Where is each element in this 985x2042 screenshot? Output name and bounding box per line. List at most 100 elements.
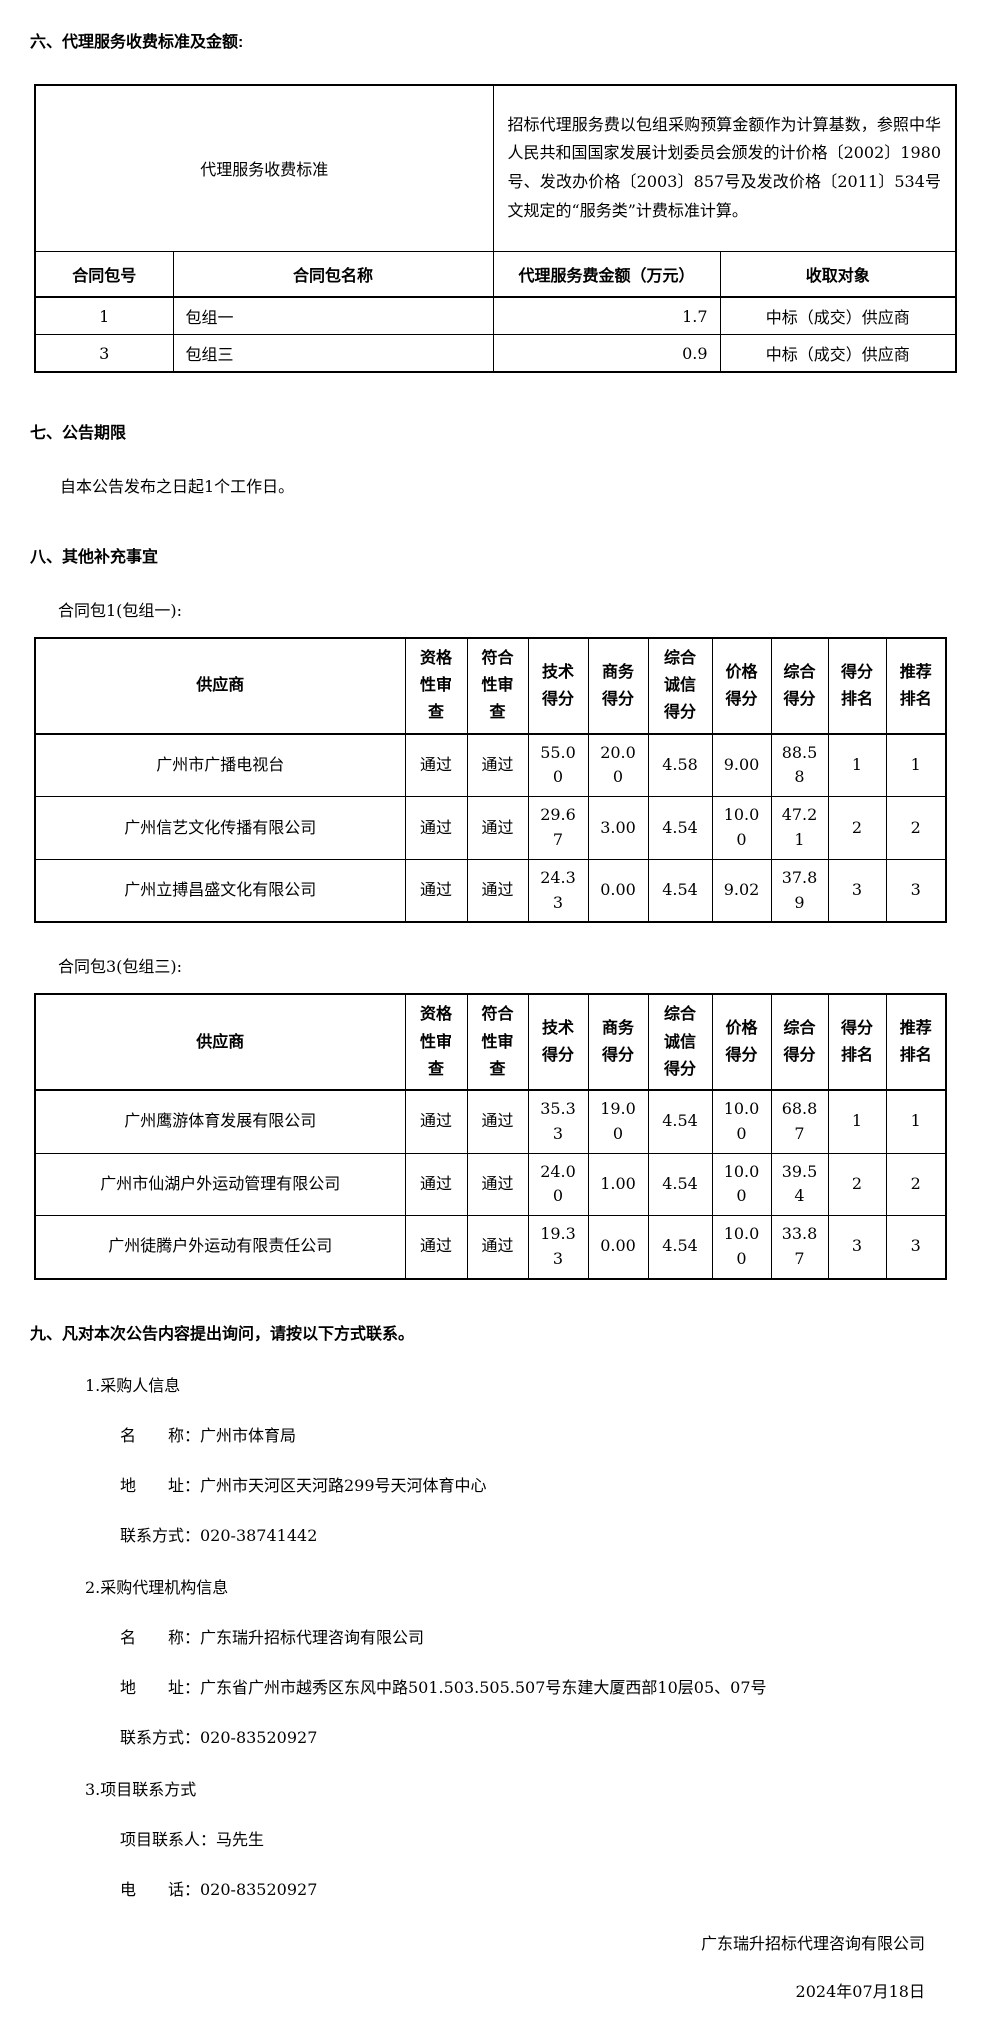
- section-9-heading: 九、凡对本次公告内容提出询问，请按以下方式联系。: [30, 1325, 415, 1343]
- table-cell: 39.54: [770, 1152, 829, 1217]
- header-conformity-review: 符合性审查: [466, 993, 529, 1091]
- table-cell: 4.54: [647, 796, 713, 860]
- table-cell: 4.54: [647, 1215, 713, 1280]
- fee-table-header-row: 合同包号 合同包名称 代理服务费金额（万元） 收取对象: [34, 250, 957, 298]
- table-cell: 19.33: [527, 1215, 589, 1280]
- table-cell: 24.33: [527, 858, 589, 923]
- table-cell: 33.87: [770, 1215, 829, 1280]
- table-cell: 通过: [404, 858, 468, 923]
- header-business-score: 商务得分: [587, 637, 649, 735]
- contact-line: 项目联系人：马先生: [120, 1829, 265, 1849]
- header-supplier: 供应商: [34, 637, 406, 735]
- table-cell: 2: [885, 1152, 947, 1217]
- table-cell: 1.00: [587, 1152, 649, 1217]
- table-cell: 广州鹰游体育发展有限公司: [34, 1089, 406, 1154]
- table-cell: 通过: [404, 1215, 468, 1280]
- contact-line: 电 话：020-83520927: [120, 1879, 318, 1899]
- contact-block-purchaser: 1.采购人信息 名 称：广州市体育局 地 址：广州市天河区天河路299号天河体育…: [30, 1372, 955, 1546]
- header-score-rank: 得分排名: [827, 993, 887, 1091]
- table-cell: 通过: [466, 1089, 529, 1154]
- contact-line: 联系方式：020-83520927: [120, 1727, 318, 1747]
- table-cell: 3: [827, 1215, 887, 1280]
- table-row: 1 包组一 1.7 中标（成交）供应商: [34, 296, 957, 335]
- table-cell: 10.00: [711, 1089, 772, 1154]
- table-cell: 通过: [404, 733, 468, 798]
- header-qualification-review: 资格性审查: [404, 637, 468, 735]
- table-cell: 68.87: [770, 1089, 829, 1154]
- table-cell: 2: [827, 796, 887, 860]
- scoring-header-row: 供应商 资格性审查 符合性审查 技术得分 商务得分 综合诚信得分 价格得分 综合…: [34, 993, 947, 1091]
- header-conformity-review: 符合性审查: [466, 637, 529, 735]
- table-cell: 37.89: [770, 858, 829, 923]
- table-cell: 包组三: [172, 334, 494, 373]
- package-3-label: 合同包3(包组三):: [58, 957, 183, 977]
- package-1-label: 合同包1(包组一):: [58, 601, 183, 620]
- scoring-table-package3: 供应商 资格性审查 符合性审查 技术得分 商务得分 综合诚信得分 价格得分 综合…: [34, 993, 947, 1280]
- contact-block-heading: 1.采购人信息: [85, 1375, 181, 1395]
- table-cell: 0.9: [492, 334, 721, 373]
- table-row: 3 包组三 0.9 中标（成交）供应商: [34, 334, 957, 373]
- contact-line: 联系方式：020-38741442: [120, 1525, 318, 1545]
- table-row: 广州信艺文化传播有限公司 通过 通过 29.67 3.00 4.54 10.00…: [34, 796, 947, 860]
- header-recommend-rank: 推荐排名: [885, 993, 947, 1091]
- table-cell: 9.02: [711, 858, 772, 923]
- contact-block-heading: 2.采购代理机构信息: [85, 1577, 229, 1597]
- contact-block-heading: 3.项目联系方式: [85, 1779, 197, 1799]
- table-cell: 包组一: [172, 296, 494, 335]
- table-cell: 20.00: [587, 733, 649, 798]
- table-cell: 广州市仙湖户外运动管理有限公司: [34, 1152, 406, 1217]
- table-cell: 通过: [466, 858, 529, 923]
- table-cell: 广州徒腾户外运动有限责任公司: [34, 1215, 406, 1280]
- signature-block: 广东瑞升招标代理咨询有限公司 2024年07月18日: [30, 1930, 955, 2002]
- table-cell: 88.58: [770, 733, 829, 798]
- table-row: 广州市仙湖户外运动管理有限公司 通过 通过 24.00 1.00 4.54 10…: [34, 1152, 947, 1217]
- contact-line: 名 称：广东瑞升招标代理咨询有限公司: [120, 1627, 425, 1647]
- contact-block-agency: 2.采购代理机构信息 名 称：广东瑞升招标代理咨询有限公司 地 址：广东省广州市…: [30, 1574, 955, 1748]
- table-cell: 4.54: [647, 1152, 713, 1217]
- table-cell: 3: [885, 1215, 947, 1280]
- table-cell: 1: [827, 733, 887, 798]
- table-cell: 10.00: [711, 1152, 772, 1217]
- fee-header-package-no: 合同包号: [34, 250, 174, 298]
- footer-company: 广东瑞升招标代理咨询有限公司: [700, 1933, 925, 1953]
- fee-header-amount: 代理服务费金额（万元）: [492, 250, 721, 298]
- table-row: 广州立搏昌盛文化有限公司 通过 通过 24.33 0.00 4.54 9.02 …: [34, 858, 947, 923]
- table-cell: 47.21: [770, 796, 829, 860]
- table-cell: 通过: [466, 733, 529, 798]
- table-cell: 1: [885, 1089, 947, 1154]
- table-cell: 19.00: [587, 1089, 649, 1154]
- fee-standard-label: 代理服务收费标准: [34, 84, 494, 252]
- fee-header-package-name: 合同包名称: [172, 250, 494, 298]
- table-cell: 0.00: [587, 858, 649, 923]
- section-6-heading: 六、代理服务收费标准及金额:: [30, 34, 244, 51]
- header-supplier: 供应商: [34, 993, 406, 1091]
- table-cell: 通过: [466, 1152, 529, 1217]
- scoring-table-package1: 供应商 资格性审查 符合性审查 技术得分 商务得分 综合诚信得分 价格得分 综合…: [34, 637, 947, 924]
- notice-period-text: 自本公告发布之日起1个工作日。: [60, 477, 295, 496]
- header-technical-score: 技术得分: [527, 637, 589, 735]
- header-total-score: 综合得分: [770, 993, 829, 1091]
- table-cell: 1.7: [492, 296, 721, 335]
- header-recommend-rank: 推荐排名: [885, 637, 947, 735]
- table-cell: 通过: [404, 1152, 468, 1217]
- contact-line: 名 称：广州市体育局: [120, 1425, 297, 1445]
- contact-line: 地 址：广州市天河区天河路299号天河体育中心: [120, 1475, 487, 1495]
- header-integrity-score: 综合诚信得分: [647, 993, 713, 1091]
- table-cell: 3.00: [587, 796, 649, 860]
- table-cell: 4.54: [647, 858, 713, 923]
- table-cell: 2: [885, 796, 947, 860]
- header-business-score: 商务得分: [587, 993, 649, 1091]
- table-cell: 1: [34, 296, 174, 335]
- table-cell: 10.00: [711, 796, 772, 860]
- table-cell: 9.00: [711, 733, 772, 798]
- contact-line: 地 址：广东省广州市越秀区东风中路501.503.505.507号东建大厦西部1…: [120, 1677, 767, 1697]
- footer-date: 2024年07月18日: [795, 1981, 925, 2001]
- fee-standard-row: 代理服务收费标准 招标代理服务费以包组采购预算金额作为计算基数，参照中华人民共和…: [34, 84, 957, 252]
- table-cell: 3: [827, 858, 887, 923]
- table-cell: 广州市广播电视台: [34, 733, 406, 798]
- table-cell: 中标（成交）供应商: [719, 296, 957, 335]
- table-cell: 通过: [466, 796, 529, 860]
- table-row: 广州市广播电视台 通过 通过 55.00 20.00 4.58 9.00 88.…: [34, 733, 947, 798]
- table-row: 广州徒腾户外运动有限责任公司 通过 通过 19.33 0.00 4.54 10.…: [34, 1215, 947, 1280]
